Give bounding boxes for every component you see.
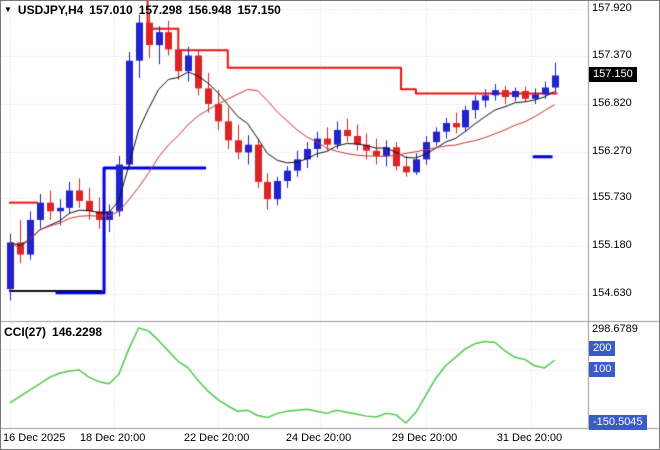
cci-scale-min-badge: -150.5045 [589, 415, 647, 430]
price-axis-label: 157.920 [592, 1, 632, 14]
high-value: 157.298 [138, 3, 183, 17]
time-axis-label: 18 Dec 20:00 [79, 432, 146, 444]
cci-level-200-badge: 200 [589, 340, 616, 356]
cci-scale-max-label: 298.6789 [592, 323, 638, 335]
price-axis-label: 156.820 [592, 96, 632, 109]
price-axis-label: 155.730 [592, 191, 632, 204]
cci-level-100-badge: 100 [589, 362, 616, 378]
symbol-timeframe-label: USDJPY,H4 [17, 3, 84, 17]
cci-name: CCI(27) [4, 325, 47, 339]
symbol-dropdown-icon[interactable]: ▼ [4, 5, 12, 14]
time-axis-label: 22 Dec 20:00 [183, 432, 250, 444]
price-axis-label: 156.270 [592, 144, 632, 157]
low-value: 156.948 [188, 3, 232, 17]
time-axis-label: 16 Dec 2025 [3, 432, 66, 444]
cci-current-value: 146.2298 [52, 325, 103, 339]
chart-header: ▼ USDJPY,H4 157.010 157.298 156.948 157.… [4, 3, 281, 17]
cci-indicator-label: CCI(27) 146.2298 [4, 325, 102, 339]
price-axis-label: 154.630 [592, 286, 632, 299]
price-axis-label: 155.180 [592, 238, 632, 251]
close-value: 157.150 [237, 3, 281, 17]
price-axis-label: 157.370 [592, 49, 632, 62]
open-value: 157.010 [89, 3, 133, 17]
time-axis-label: 29 Dec 20:00 [391, 432, 458, 444]
time-axis-label: 24 Dec 20:00 [285, 432, 352, 444]
current-price-badge: 157.150 [589, 67, 637, 83]
time-axis-label: 31 Dec 20:00 [496, 432, 563, 444]
